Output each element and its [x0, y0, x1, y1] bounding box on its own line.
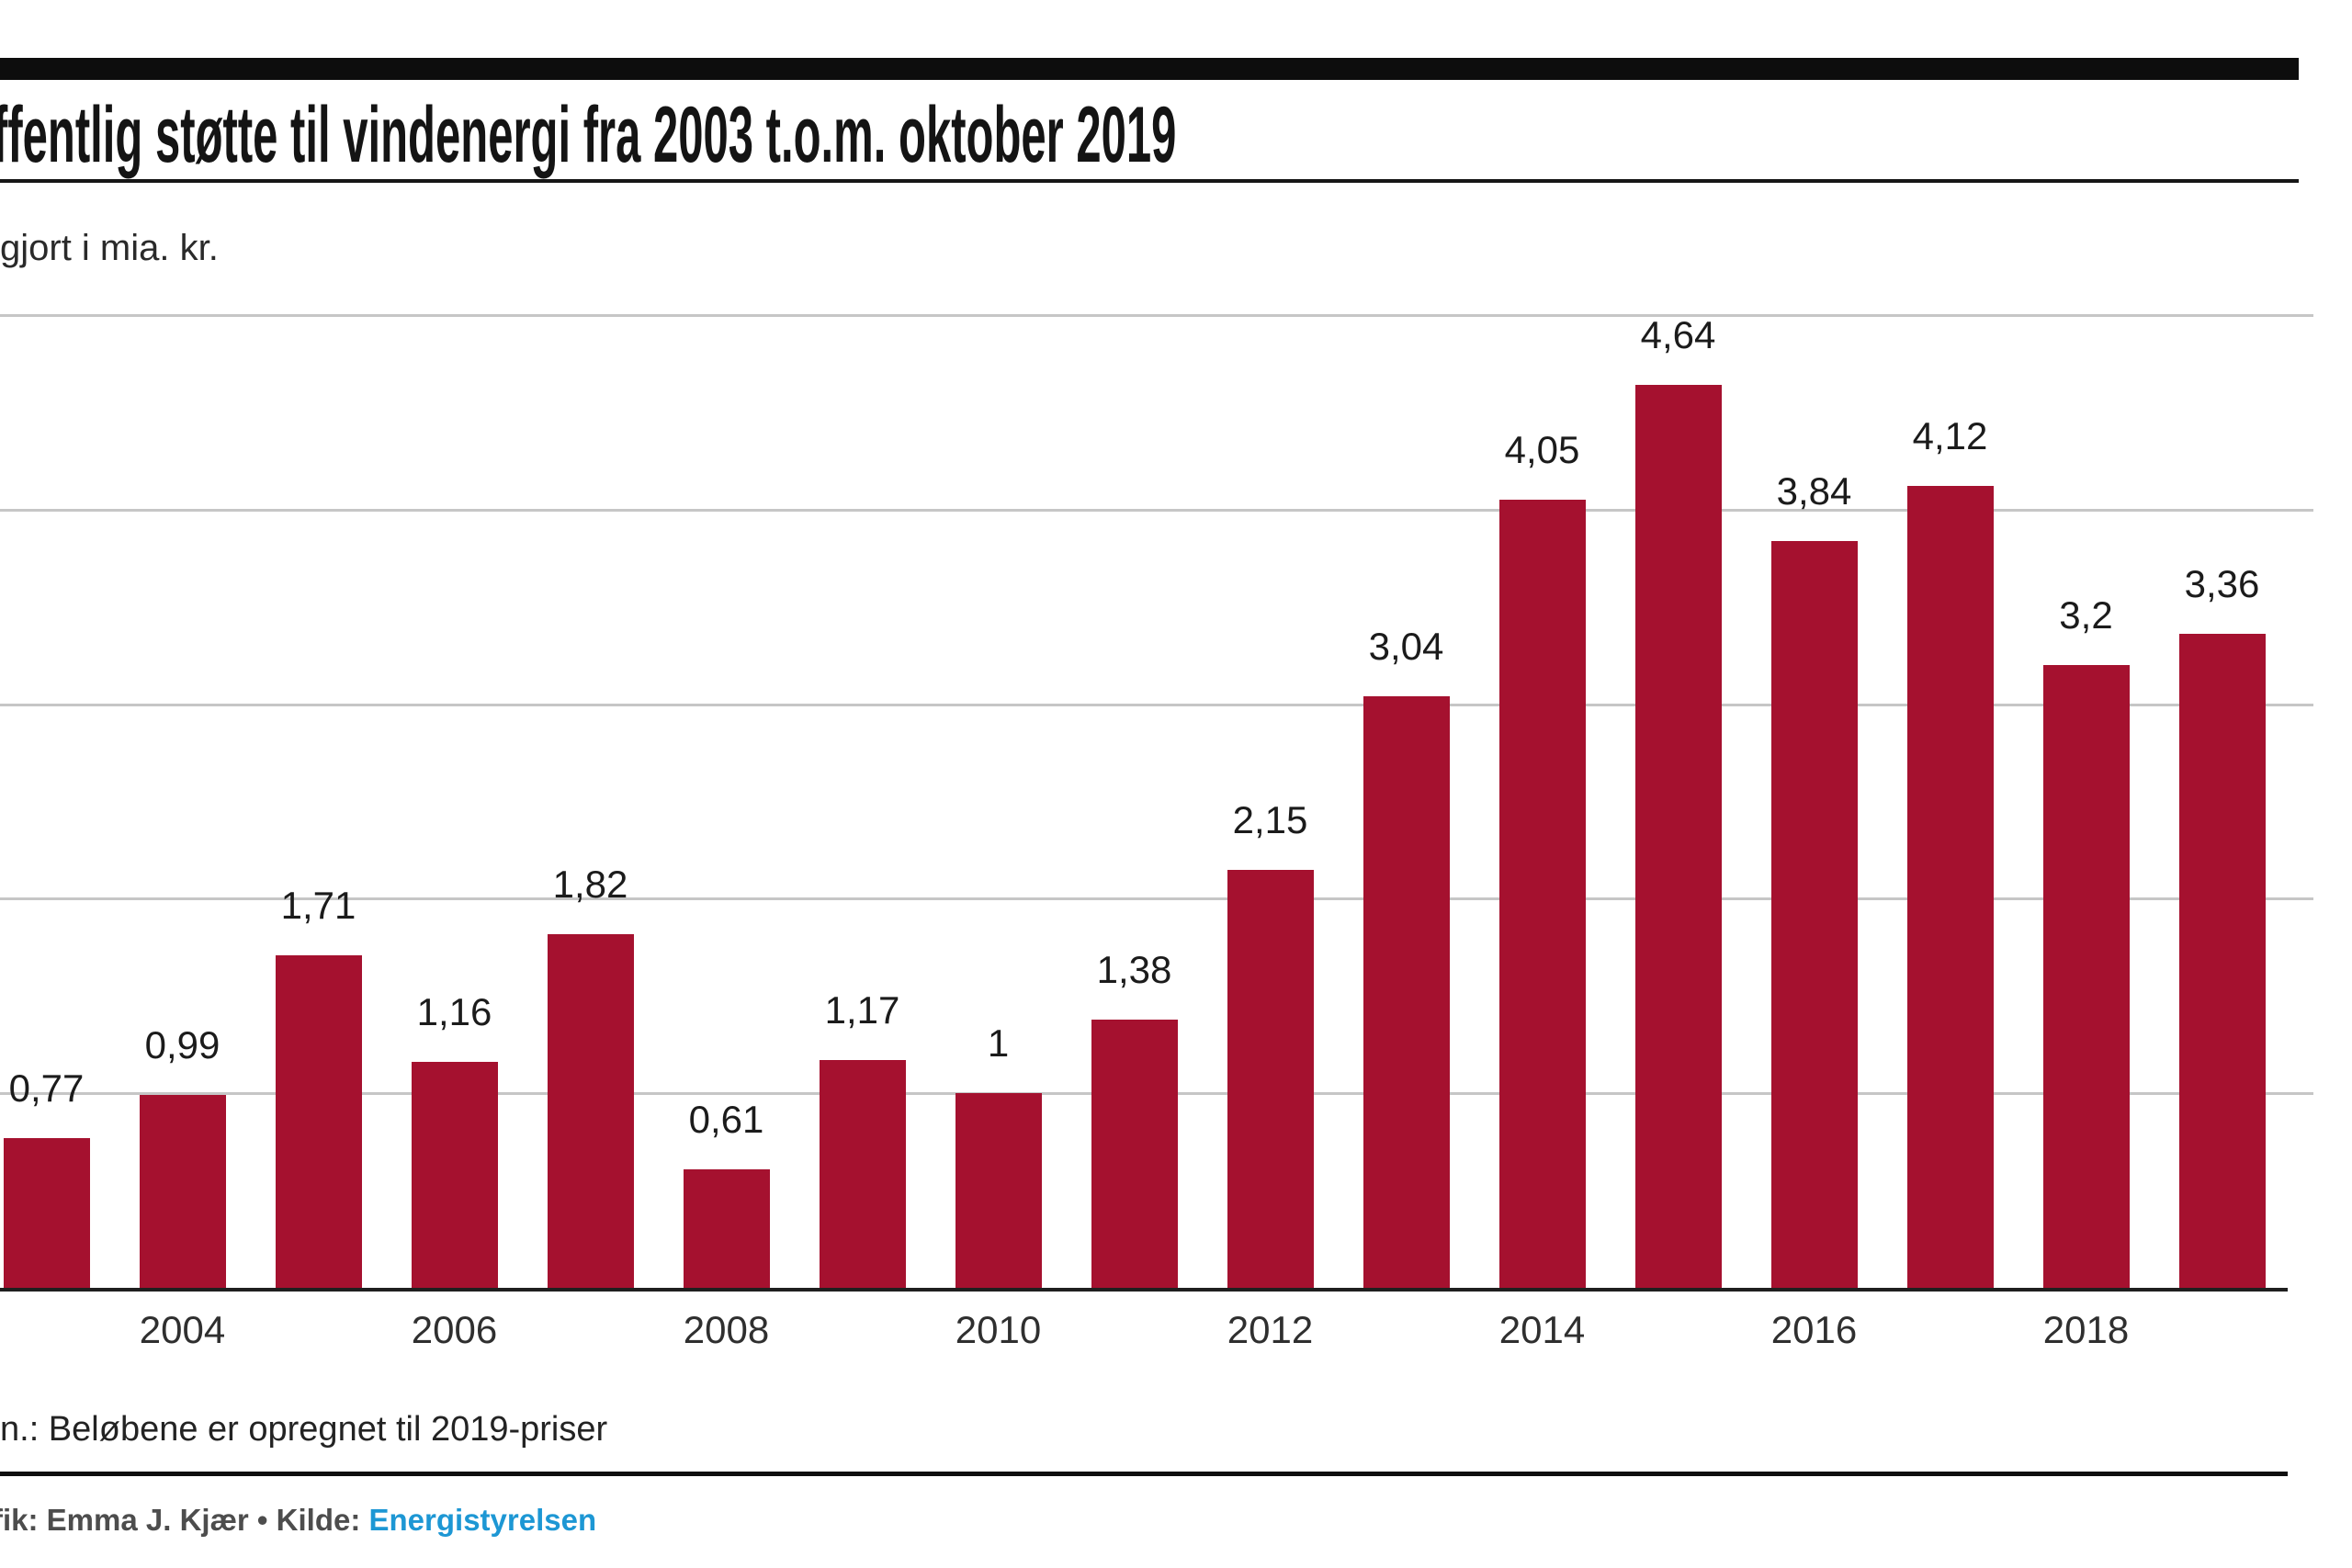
bar-2016: [1770, 540, 1858, 1288]
title-rule: [0, 179, 2299, 183]
footnote: n.: Beløbene er opregnet til 2019-priser: [0, 1410, 608, 1449]
bar-2017: [1906, 486, 1994, 1288]
bar-2009: [819, 1060, 906, 1288]
bar-2015: [1634, 385, 1722, 1288]
gridline-4: [0, 508, 2313, 512]
bar-2008: [683, 1168, 770, 1288]
bar-value-label-2004: 0,99: [144, 1023, 220, 1067]
bar-2006: [411, 1062, 498, 1288]
bar-value-label-2006: 1,16: [416, 990, 492, 1034]
x-axis-label-2016: 2016: [1770, 1308, 1858, 1351]
x-axis-label-2018: 2018: [2042, 1308, 2130, 1351]
x-axis-label-2012: 2012: [1227, 1308, 1314, 1351]
source-link[interactable]: Energistyrelsen: [368, 1503, 597, 1537]
gridline-2: [0, 897, 2313, 901]
bar-2018: [2042, 665, 2130, 1288]
bar-value-label-2018: 3,2: [2059, 593, 2113, 637]
gridline-5: [0, 314, 2313, 317]
bar-2012: [1227, 869, 1314, 1288]
bar-2014: [1498, 500, 1586, 1288]
bar-value-label-2015: 4,64: [1640, 313, 1716, 357]
bar-value-label-2012: 2,15: [1232, 797, 1308, 841]
x-axis-line: [0, 1288, 2288, 1292]
bar-2003: [3, 1137, 90, 1288]
bar-value-label-2008: 0,61: [688, 1097, 764, 1141]
credits-text: fik: Emma J. Kjær • Kilde:: [0, 1503, 369, 1537]
bar-value-label-2011: 1,38: [1096, 947, 1172, 991]
bar-value-label-2009: 1,17: [824, 988, 900, 1032]
bar-value-label-2007: 1,82: [552, 862, 628, 906]
bar-value-label-2017: 4,12: [1912, 414, 1988, 458]
bar-value-label-2005: 1,71: [280, 883, 356, 927]
bar-2004: [139, 1095, 226, 1288]
bar-2005: [275, 954, 362, 1288]
top-black-bar: [0, 58, 2299, 80]
gridline-3: [0, 703, 2313, 706]
x-axis-label-2008: 2008: [683, 1308, 770, 1351]
chart-subtitle: gjort i mia. kr.: [0, 228, 219, 268]
bar-value-label-2013: 3,04: [1368, 625, 1444, 669]
bar-2011: [1091, 1019, 1178, 1288]
bar-2013: [1363, 696, 1450, 1288]
bar-2007: [547, 933, 634, 1288]
bar-2019: [2178, 634, 2266, 1288]
bar-value-label-2010: 1: [987, 1021, 1010, 1066]
bar-value-label-2003: 0,77: [8, 1066, 85, 1110]
x-axis-label-2010: 2010: [955, 1308, 1042, 1351]
bar-value-label-2014: 4,05: [1504, 428, 1580, 472]
credits-line: fik: Emma J. Kjær • Kilde: Energistyrels…: [0, 1505, 596, 1535]
x-axis-label-2006: 2006: [411, 1308, 498, 1351]
bottom-rule: [0, 1472, 2288, 1476]
bar-2010: [955, 1093, 1042, 1288]
x-axis-label-2014: 2014: [1498, 1308, 1586, 1351]
chart-title: ffentlig støtte til vindenergi fra 2003 …: [0, 91, 1177, 179]
x-axis-label-2004: 2004: [139, 1308, 226, 1351]
bar-value-label-2019: 3,36: [2184, 562, 2260, 606]
bar-value-label-2016: 3,84: [1776, 468, 1852, 513]
